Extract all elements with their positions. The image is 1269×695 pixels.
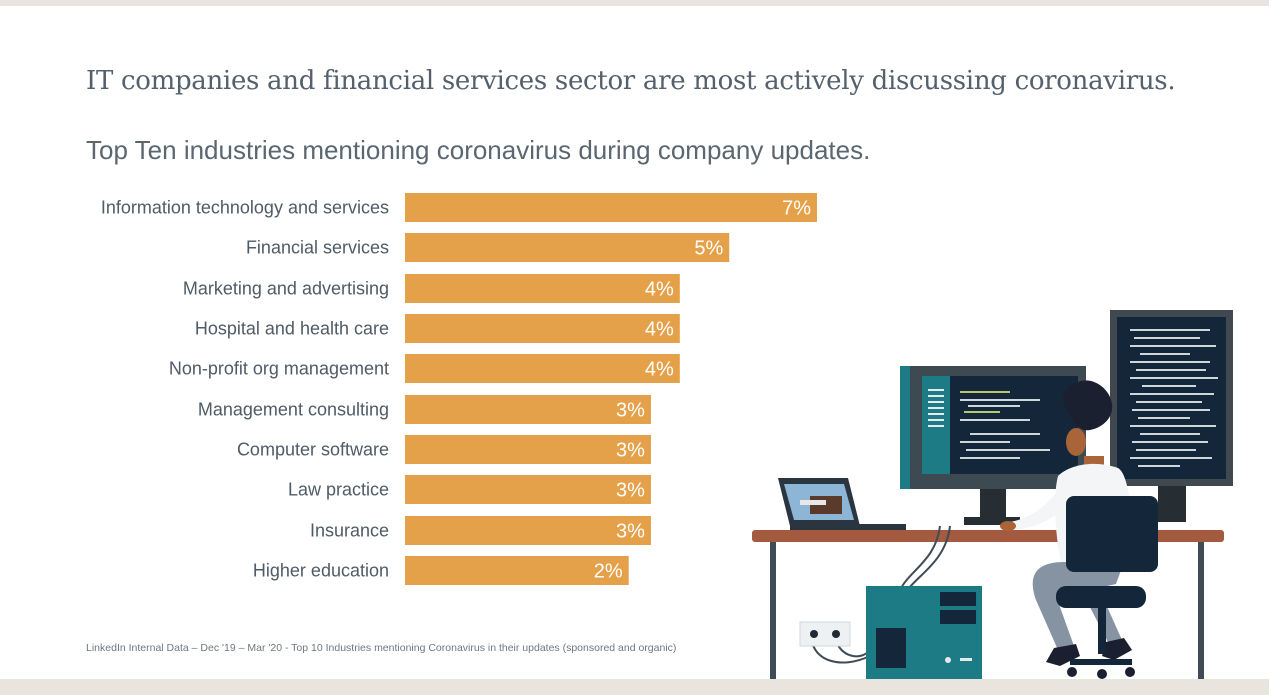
- category-label: Law practice: [288, 480, 389, 500]
- value-label: 3%: [616, 521, 645, 543]
- value-label: 2%: [594, 561, 623, 583]
- bar: [405, 516, 651, 545]
- category-label: Higher education: [253, 561, 389, 581]
- value-label: 4%: [645, 279, 674, 301]
- bottom-band: [0, 679, 1269, 695]
- value-label: 3%: [616, 400, 645, 422]
- office-chair-icon: [1056, 496, 1158, 679]
- value-label: 3%: [616, 480, 645, 502]
- right-monitor-icon: [1110, 310, 1233, 522]
- category-label: Management consulting: [198, 400, 389, 420]
- top-band: [0, 0, 1269, 6]
- source-note: LinkedIn Internal Data – Dec '19 – Mar '…: [86, 642, 677, 654]
- category-label: Non-profit org management: [169, 359, 389, 379]
- laptop-icon: [778, 478, 906, 530]
- chart-subtitle: Top Ten industries mentioning coronaviru…: [86, 135, 871, 165]
- computer-tower-icon: [866, 586, 982, 680]
- value-label: 7%: [782, 198, 811, 220]
- industry-bar-chart: Information technology and services 7% Fin…: [101, 193, 817, 585]
- left-monitor-icon: [900, 366, 1086, 525]
- category-label: Insurance: [310, 521, 389, 541]
- category-label: Computer software: [237, 440, 389, 460]
- bar: [405, 395, 651, 424]
- category-label: Information technology and services: [101, 198, 389, 218]
- bar: [405, 475, 651, 504]
- headline: IT companies and financial services sect…: [86, 66, 1176, 96]
- category-label: Hospital and health care: [195, 319, 389, 339]
- bar: [405, 233, 730, 262]
- bar: [405, 193, 817, 222]
- bar: [405, 274, 680, 303]
- value-label: 5%: [694, 238, 723, 260]
- value-label: 3%: [616, 440, 645, 462]
- person-at-computer-desk-illustration: [752, 310, 1233, 680]
- bar: [405, 435, 651, 464]
- category-label: Marketing and advertising: [183, 279, 389, 299]
- power-outlet-icon: [799, 621, 851, 647]
- bar: [405, 314, 680, 343]
- bar: [405, 354, 680, 383]
- bar: [405, 556, 629, 585]
- value-label: 4%: [645, 359, 674, 381]
- category-label: Financial services: [246, 238, 389, 258]
- value-label: 4%: [645, 319, 674, 341]
